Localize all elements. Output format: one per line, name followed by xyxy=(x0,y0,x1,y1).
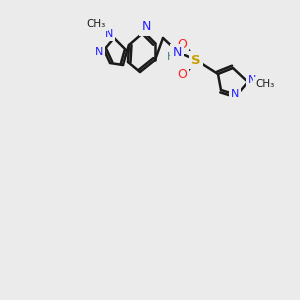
Text: N: N xyxy=(248,75,256,85)
Text: N: N xyxy=(141,20,151,34)
Text: CH₃: CH₃ xyxy=(86,19,106,29)
Text: S: S xyxy=(191,53,201,67)
Text: N: N xyxy=(231,89,239,99)
Text: H: H xyxy=(167,52,175,62)
Text: N: N xyxy=(95,47,103,57)
Text: O: O xyxy=(177,68,187,82)
Text: CH₃: CH₃ xyxy=(255,79,274,89)
Text: N: N xyxy=(172,46,182,59)
Text: N: N xyxy=(105,29,113,39)
Text: O: O xyxy=(177,38,187,52)
